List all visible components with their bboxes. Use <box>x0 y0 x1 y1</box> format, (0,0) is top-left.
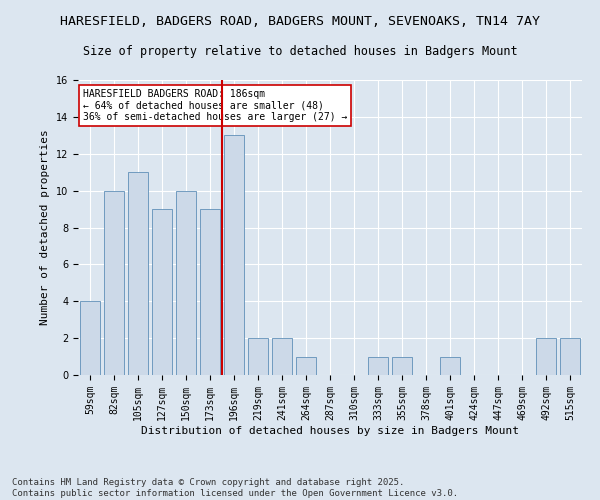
X-axis label: Distribution of detached houses by size in Badgers Mount: Distribution of detached houses by size … <box>141 426 519 436</box>
Bar <box>272 338 292 375</box>
Bar <box>296 356 316 375</box>
Bar <box>80 301 100 375</box>
Text: Size of property relative to detached houses in Badgers Mount: Size of property relative to detached ho… <box>83 45 517 58</box>
Bar <box>152 209 172 375</box>
Bar <box>368 356 388 375</box>
Text: HARESFIELD BADGERS ROAD: 186sqm
← 64% of detached houses are smaller (48)
36% of: HARESFIELD BADGERS ROAD: 186sqm ← 64% of… <box>83 89 347 122</box>
Text: HARESFIELD, BADGERS ROAD, BADGERS MOUNT, SEVENOAKS, TN14 7AY: HARESFIELD, BADGERS ROAD, BADGERS MOUNT,… <box>60 15 540 28</box>
Bar <box>128 172 148 375</box>
Bar <box>536 338 556 375</box>
Bar <box>392 356 412 375</box>
Bar <box>176 190 196 375</box>
Text: Contains HM Land Registry data © Crown copyright and database right 2025.
Contai: Contains HM Land Registry data © Crown c… <box>12 478 458 498</box>
Y-axis label: Number of detached properties: Number of detached properties <box>40 130 50 326</box>
Bar <box>224 136 244 375</box>
Bar <box>200 209 220 375</box>
Bar <box>440 356 460 375</box>
Bar <box>248 338 268 375</box>
Bar <box>104 190 124 375</box>
Bar <box>560 338 580 375</box>
